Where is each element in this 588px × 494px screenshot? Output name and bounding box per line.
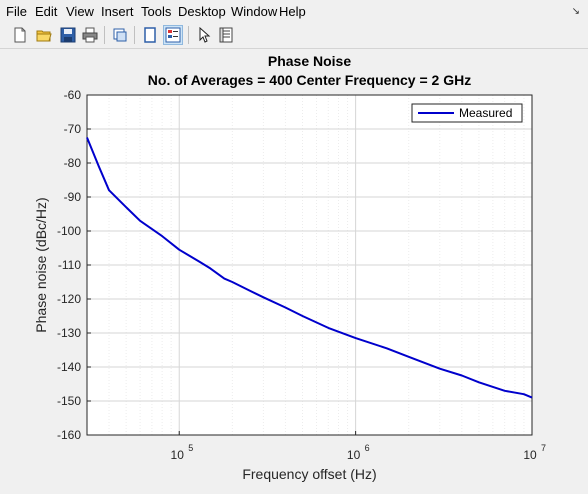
y-tick-label: -80: [64, 156, 82, 170]
y-tick-label: -90: [64, 190, 82, 204]
x-tick-label-exponent: 7: [541, 443, 546, 453]
dock-arrow-icon[interactable]: ↘: [571, 6, 580, 17]
y-tick-label: -110: [58, 258, 81, 272]
menu-view[interactable]: View: [66, 4, 94, 19]
menu-desktop[interactable]: Desktop: [178, 4, 226, 19]
menu-window[interactable]: Window: [231, 4, 278, 19]
x-tick-label: 10: [171, 448, 185, 462]
new-figure-icon[interactable]: [10, 25, 30, 45]
y-tick-label: -150: [57, 394, 81, 408]
y-tick-label: -160: [57, 428, 81, 442]
x-axis-label: Frequency offset (Hz): [242, 466, 376, 482]
figure-canvas: Phase Noise No. of Averages = 400 Center…: [0, 49, 588, 489]
link-plot-icon[interactable]: [110, 25, 130, 45]
hide-plot-tools-icon[interactable]: [140, 25, 160, 45]
legend[interactable]: Measured: [411, 103, 523, 123]
y-tick-label: -130: [57, 326, 81, 340]
menu-file[interactable]: File: [6, 4, 27, 19]
grid: [86, 94, 533, 436]
y-tick-label: -100: [57, 224, 81, 238]
y-tick-label: -120: [57, 292, 81, 306]
series-line-measured: [86, 137, 533, 399]
y-axis-label: Phase noise (dBc/Hz): [33, 197, 49, 332]
x-tick-label: 10: [523, 448, 537, 462]
series-layer: [86, 137, 533, 399]
x-tick-label: 10: [347, 448, 361, 462]
toolbar: [0, 22, 588, 49]
toolbar-separator: [104, 26, 105, 44]
show-plot-tools-icon[interactable]: [163, 25, 183, 45]
menu-bar: File Edit View Insert Tools Desktop Wind…: [0, 0, 588, 22]
menu-insert[interactable]: Insert: [101, 4, 134, 19]
legend-label-measured: Measured: [459, 106, 512, 120]
legend-box: [411, 103, 523, 123]
toolbar-separator: [134, 26, 135, 44]
open-file-icon[interactable]: [34, 25, 54, 45]
axis-ticks: -60 -70 -80 -90 -100 -110 -120 -130 -140 -150 -160…: [57, 88, 546, 462]
chart-title: Phase Noise: [268, 53, 351, 69]
y-tick-label: -140: [57, 360, 81, 374]
property-inspector-icon[interactable]: [216, 25, 236, 45]
chart-subtitle: No. of Averages = 400 Center Frequency =…: [148, 72, 471, 88]
toolbar-separator: [188, 26, 189, 44]
x-tick-label-exponent: 5: [188, 443, 193, 453]
menu-edit[interactable]: Edit: [35, 4, 58, 19]
y-tick-label: -70: [64, 122, 82, 136]
save-icon[interactable]: [58, 25, 78, 45]
phase-noise-chart: Phase Noise No. of Averages = 400 Center…: [33, 53, 546, 482]
edit-plot-arrow-icon[interactable]: [194, 25, 214, 45]
menu-tools[interactable]: Tools: [141, 4, 172, 19]
menu-help[interactable]: Help: [279, 4, 306, 19]
print-icon[interactable]: [80, 25, 100, 45]
x-tick-label-exponent: 6: [365, 443, 370, 453]
y-tick-label: -60: [64, 88, 82, 102]
